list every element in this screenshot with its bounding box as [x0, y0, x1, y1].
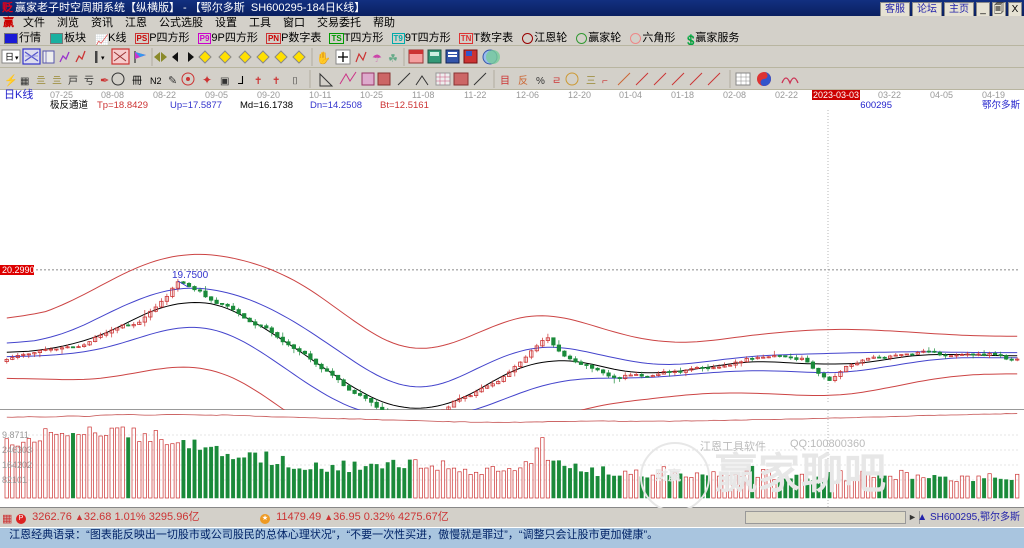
svg-text:冊: 冊 — [132, 76, 142, 87]
svg-text:亖: 亖 — [36, 76, 46, 87]
svg-text:日: 日 — [5, 52, 14, 62]
svg-text:✝: ✝ — [254, 76, 262, 87]
svg-text:亏: 亏 — [84, 75, 94, 87]
svg-text:20.2990: 20.2990 — [2, 265, 35, 275]
svg-text:N2: N2 — [150, 76, 162, 86]
svg-text:☂: ☂ — [372, 53, 382, 65]
svg-text:反: 反 — [518, 75, 528, 87]
svg-text:▣: ▣ — [220, 76, 229, 87]
svg-text:✎: ✎ — [168, 75, 177, 87]
svg-text:✋: ✋ — [316, 51, 331, 65]
svg-text:目: 目 — [500, 76, 510, 87]
svg-text:⚡: ⚡ — [4, 74, 18, 87]
svg-text:⌷: ⌷ — [292, 76, 298, 87]
svg-text:三: 三 — [586, 76, 596, 87]
svg-text:✝: ✝ — [272, 76, 280, 87]
svg-text:⅃: ⅃ — [238, 75, 244, 87]
svg-text:☘: ☘ — [388, 53, 398, 65]
svg-text:⌐: ⌐ — [602, 76, 608, 87]
svg-text:▦: ▦ — [20, 76, 29, 87]
svg-text:✒: ✒ — [100, 75, 109, 87]
svg-text:▾: ▾ — [15, 55, 19, 62]
svg-text:亖: 亖 — [52, 76, 62, 87]
svg-text:戸: 戸 — [68, 75, 78, 87]
svg-text:✦: ✦ — [202, 73, 212, 87]
svg-text:%: % — [536, 76, 545, 87]
svg-text:ㄹ: ㄹ — [552, 76, 561, 87]
svg-text:▾: ▾ — [101, 55, 105, 62]
svg-text:19.7500: 19.7500 — [172, 270, 209, 281]
